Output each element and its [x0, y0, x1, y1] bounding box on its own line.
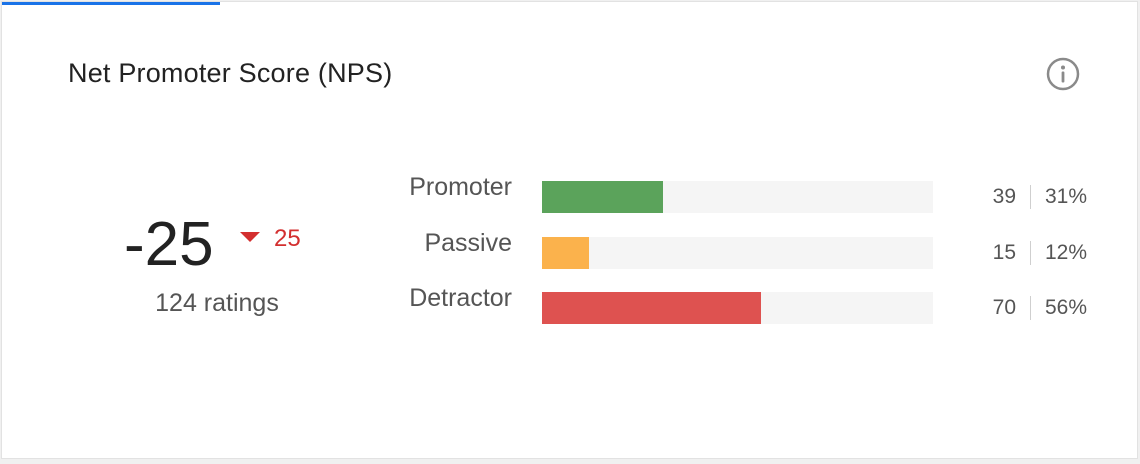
breakdown-bar-track: [542, 292, 933, 324]
card-title: Net Promoter Score (NPS): [68, 58, 393, 88]
breakdown-bar-fill-passive: [542, 237, 589, 269]
breakdown-percent: 12%: [1045, 241, 1088, 264]
breakdown-percent: 56%: [1045, 296, 1088, 319]
breakdown-row-detractor: Detractor 70 56%: [362, 284, 1122, 326]
breakdown-label: Passive: [424, 229, 512, 257]
stat-divider: [1030, 185, 1031, 209]
breakdown-row-promoter: Promoter 39 31%: [362, 173, 1122, 215]
triangle-down-icon: [240, 232, 260, 242]
breakdown-bar-track: [542, 237, 933, 269]
nps-score-summary: -25 25 124 ratings: [112, 207, 322, 327]
breakdown-count: 70: [992, 296, 1016, 319]
nps-score-change: 25: [240, 225, 301, 253]
info-icon[interactable]: [1046, 57, 1080, 91]
breakdown-stats: 15 12%: [982, 241, 1087, 265]
breakdown-label: Detractor: [409, 284, 512, 312]
breakdown-bar-fill-promoter: [542, 181, 663, 213]
breakdown-count: 39: [992, 185, 1016, 208]
nps-score-value: -25: [124, 210, 214, 279]
stat-divider: [1030, 296, 1031, 320]
nps-score-change-value: 25: [274, 225, 301, 252]
breakdown-stats: 70 56%: [982, 296, 1087, 320]
breakdown-bar-fill-detractor: [542, 292, 761, 324]
breakdown-bar-track: [542, 181, 933, 213]
breakdown-row-passive: Passive 15 12%: [362, 229, 1122, 271]
breakdown-count: 15: [992, 241, 1016, 264]
active-tab-indicator: [2, 2, 220, 5]
stat-divider: [1030, 241, 1031, 265]
breakdown-percent: 31%: [1045, 185, 1088, 208]
breakdown-stats: 39 31%: [982, 185, 1087, 209]
ratings-count: 124 ratings: [155, 289, 279, 317]
breakdown-label: Promoter: [409, 173, 512, 201]
